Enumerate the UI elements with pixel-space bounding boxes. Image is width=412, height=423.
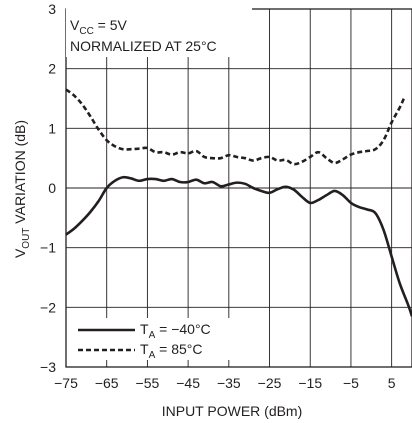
y-tick-label: −1: [40, 240, 56, 256]
annotation-vcc-sub: CC: [79, 26, 93, 37]
x-tick-label: −35: [217, 375, 241, 391]
x-tick-label: −55: [136, 375, 160, 391]
grid: [65, 8, 412, 368]
x-tick-label: −45: [176, 375, 200, 391]
y-tick-label: −2: [40, 299, 56, 315]
series-line-2: [65, 88, 406, 166]
y-tick-label: 2: [48, 61, 56, 77]
legend-2-sub: A: [149, 350, 156, 361]
annotation-vcc-main: V: [70, 17, 80, 33]
series-line-1: [65, 175, 412, 317]
legend-label-series-2: TA = 85°C: [140, 341, 202, 361]
x-axis-label: INPUT POWER (dBm): [162, 403, 303, 419]
y-tick-label: 3: [48, 1, 56, 17]
legend: TA = −40°C TA = 85°C: [70, 318, 235, 361]
y-axis-label-sub: OUT: [21, 228, 32, 249]
y-axis-label-rest: VARIATION (dB): [12, 120, 28, 228]
y-axis-label-main: V: [12, 248, 28, 258]
y-axis-label: VOUT VARIATION (dB): [12, 120, 32, 258]
annotation-vcc: VCC = 5V: [70, 17, 128, 37]
legend-2-rest: = 85°C: [155, 341, 202, 357]
x-tick-label: 5: [388, 375, 396, 391]
x-tick-label: −5: [343, 375, 359, 391]
annotation-normalized: NORMALIZED AT 25°C: [70, 38, 217, 54]
x-tick-label: −65: [95, 375, 119, 391]
y-tick-label: −3: [40, 359, 56, 375]
x-tick-label: −75: [54, 375, 78, 391]
legend-label-series-1: TA = −40°C: [140, 321, 211, 341]
series-layer: [65, 88, 412, 317]
legend-1-sub: A: [149, 330, 156, 341]
x-tick-label: −15: [298, 375, 322, 391]
annotation-box: VCC = 5V NORMALIZED AT 25°C: [66, 7, 252, 57]
annotation-vcc-rest: = 5V: [94, 17, 128, 33]
y-tick-label: 0: [48, 180, 56, 196]
y-tick-label: 1: [48, 120, 56, 136]
legend-1-main: T: [140, 321, 149, 337]
legend-1-rest: = −40°C: [155, 321, 210, 337]
legend-2-main: T: [140, 341, 149, 357]
legend-background: [70, 318, 235, 360]
x-tick-label: −25: [258, 375, 282, 391]
annotation-background: [66, 7, 252, 57]
